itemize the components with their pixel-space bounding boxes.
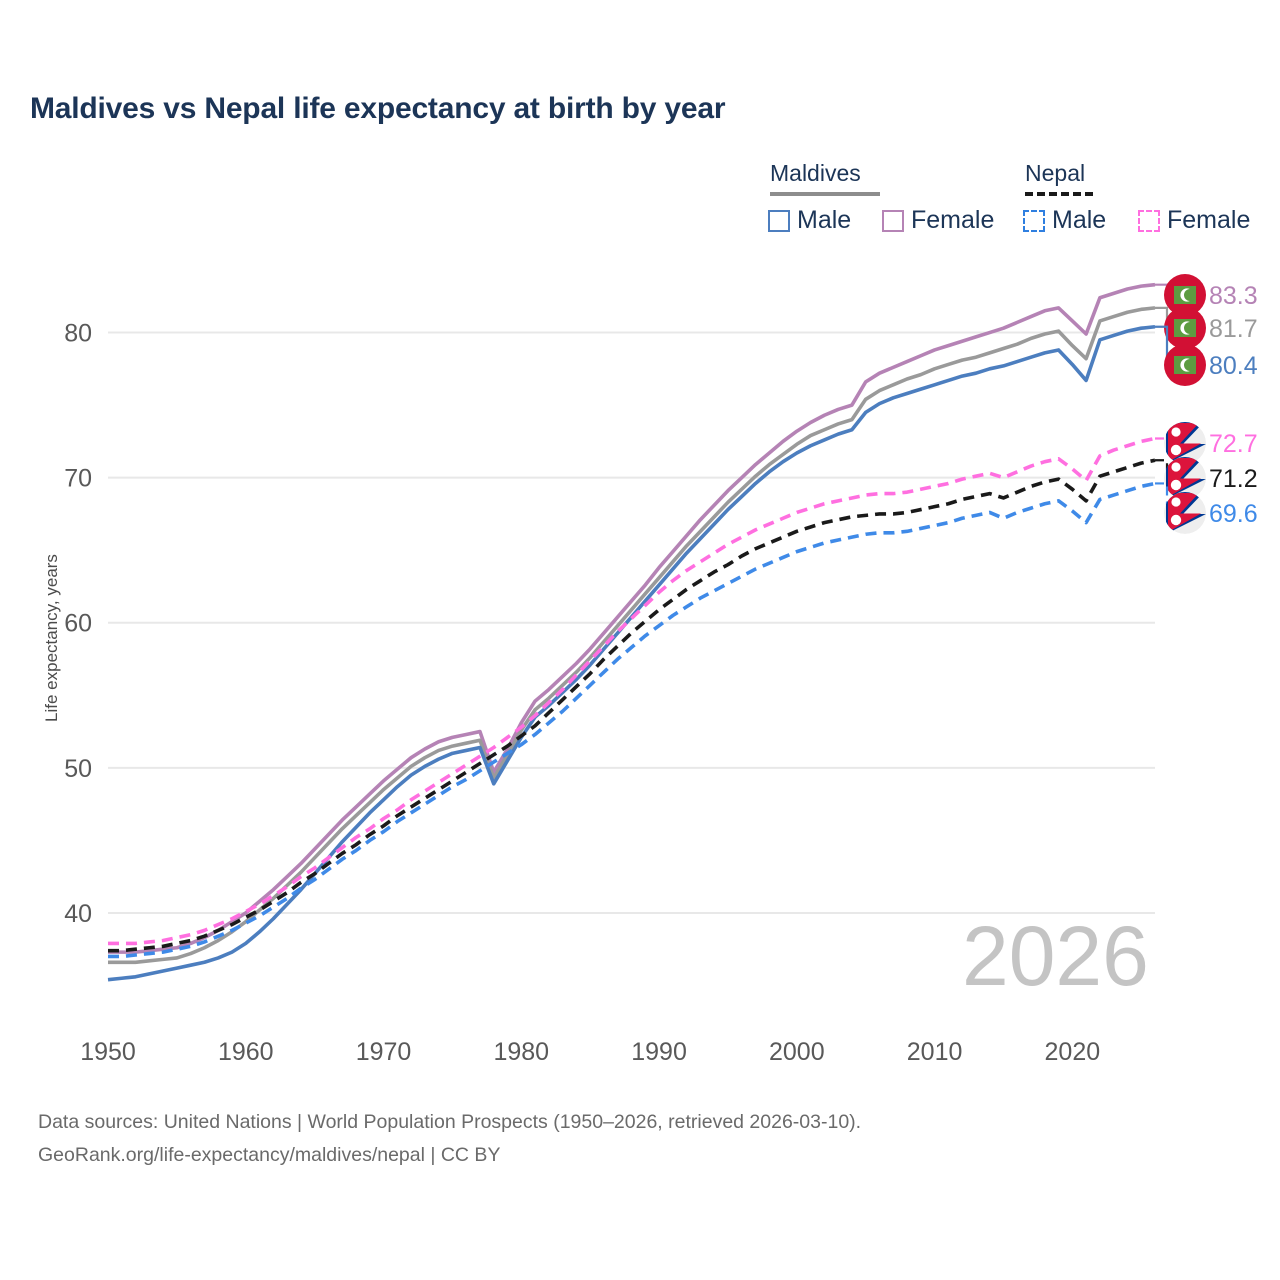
end-value-label: 83.3 <box>1209 282 1258 310</box>
y-tick-label: 70 <box>64 465 92 493</box>
legend-item-maldives-female[interactable]: Female <box>882 206 994 235</box>
chart-legend: Maldives Nepal Male Female Male Female <box>760 160 1260 240</box>
x-tick-label: 1970 <box>356 1038 412 1066</box>
legend-item-maldives-male[interactable]: Male <box>768 206 851 235</box>
legend-group-rule-maldives <box>770 192 880 196</box>
x-tick-label: 2020 <box>1045 1038 1101 1066</box>
data-series-lines <box>107 282 1156 982</box>
y-tick-label: 60 <box>64 610 92 638</box>
legend-item-nepal-male[interactable]: Male <box>1023 206 1106 235</box>
legend-group-title-nepal: Nepal <box>1025 160 1086 186</box>
end-value-label: 81.7 <box>1209 315 1258 343</box>
y-tick-label: 80 <box>64 320 92 348</box>
legend-swatch-icon-nepal-female <box>1138 209 1160 232</box>
series-end-markers: 83.3 81.7 80.4 72.7 71.2 69.6 <box>1155 274 1258 534</box>
y-axis-tick-labels: 40 50 60 70 80 <box>64 320 92 928</box>
legend-group-title-maldives: Maldives <box>770 160 861 186</box>
gridlines <box>108 331 1155 914</box>
x-tick-label: 1950 <box>80 1038 136 1066</box>
y-tick-label: 50 <box>64 755 92 783</box>
legend-swatch-icon-nepal-male <box>1023 209 1045 232</box>
series-line-nepal-male <box>108 481 1156 959</box>
footer-line-2: GeoRank.org/life-expectancy/maldives/nep… <box>38 1144 501 1166</box>
legend-item-nepal-female[interactable]: Female <box>1138 206 1250 235</box>
footer-line-1: Data sources: United Nations | World Pop… <box>38 1111 862 1133</box>
end-value-label: 69.6 <box>1209 500 1258 528</box>
y-tick-label: 40 <box>64 900 92 928</box>
legend-label-maldives-female: Female <box>911 206 995 234</box>
legend-swatch-icon-maldives-male <box>768 209 790 232</box>
series-line-nepal-female <box>108 436 1156 946</box>
end-value-label: 80.4 <box>1209 352 1258 380</box>
legend-label-maldives-male: Male <box>797 206 852 234</box>
series-line-maldives-female <box>108 282 1156 954</box>
year-watermark: 2026 <box>962 909 1149 1003</box>
x-tick-label: 1960 <box>218 1038 274 1066</box>
legend-group-rule-nepal <box>1025 192 1093 196</box>
legend-label-nepal-female: Female <box>1167 206 1251 234</box>
series-line-maldives-total <box>108 306 1156 965</box>
series-line-nepal-total <box>108 458 1156 953</box>
series-line-maldives-male <box>107 324 1156 982</box>
maldives-flag-icon <box>1164 344 1206 386</box>
legend-swatch-icon-maldives-female <box>882 209 904 232</box>
maldives-flag-icon <box>1164 274 1206 316</box>
end-connector <box>1155 482 1169 515</box>
x-tick-label: 2000 <box>769 1038 825 1066</box>
x-tick-label: 1980 <box>493 1038 549 1066</box>
page-title: Maldives vs Nepal life expectancy at bir… <box>30 92 726 125</box>
nepal-flag-icon <box>1164 422 1206 464</box>
maldives-flag-icon <box>1164 307 1206 349</box>
x-tick-label: 1990 <box>631 1038 687 1066</box>
legend-label-nepal-male: Male <box>1052 206 1107 234</box>
nepal-flag-icon <box>1164 457 1206 499</box>
end-value-label: 72.7 <box>1209 430 1258 458</box>
nepal-flag-icon <box>1164 492 1206 534</box>
x-tick-label: 2010 <box>907 1038 963 1066</box>
end-value-label: 71.2 <box>1209 465 1258 493</box>
footer-attribution: Data sources: United Nations | World Pop… <box>38 1106 861 1172</box>
x-axis-tick-labels: 1950 1960 1970 1980 1990 2000 2010 2020 <box>80 1038 1100 1066</box>
